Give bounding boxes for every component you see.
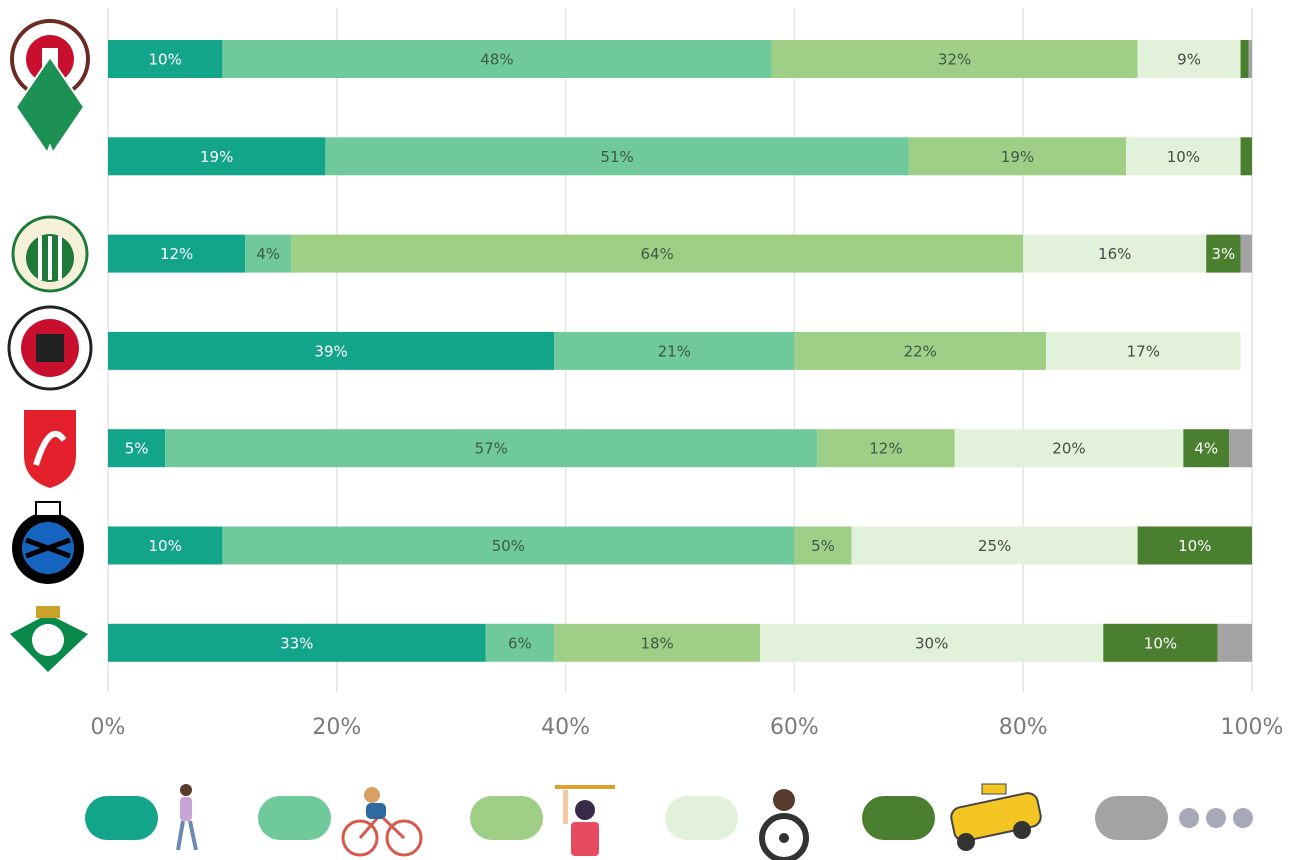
x-tick-label: 20% [312, 715, 361, 740]
data-label: 19% [1001, 148, 1034, 166]
logo [11, 215, 89, 293]
data-label: 10% [1144, 634, 1177, 652]
bar-segment [485, 623, 555, 662]
x-tick-label: 60% [770, 715, 819, 740]
logo [14, 55, 86, 178]
bar-segment [1248, 40, 1252, 78]
data-label: 50% [492, 537, 525, 555]
bar-segment [817, 429, 955, 468]
data-label: 22% [904, 342, 937, 360]
data-label: 32% [938, 51, 971, 69]
data-label: 5% [125, 440, 149, 458]
data-label: 5% [811, 537, 835, 555]
bar-segment [108, 234, 246, 273]
bike-icon [341, 787, 423, 857]
bar-segment [954, 429, 1184, 468]
bar-segment [1240, 40, 1249, 78]
x-tick-label: 80% [999, 715, 1048, 740]
taxi-icon [950, 783, 1042, 851]
data-label: 25% [978, 537, 1011, 555]
bar-segment [108, 429, 166, 468]
data-label: 30% [915, 634, 948, 652]
bar-segment [222, 40, 772, 78]
bar-segment [1126, 137, 1241, 176]
data-label: 64% [640, 245, 673, 263]
bar-segment [794, 331, 1047, 370]
bar-segment [108, 40, 223, 78]
data-label: 57% [475, 440, 508, 458]
data-label: 12% [160, 245, 193, 263]
bar-segment [1240, 137, 1252, 176]
legend-swatch [665, 796, 738, 840]
data-label: 48% [480, 51, 513, 69]
x-tick-label: 0% [91, 715, 126, 740]
bar-segment [165, 429, 818, 468]
data-label: 21% [658, 342, 691, 360]
x-tick-label: 40% [541, 715, 590, 740]
data-label: 17% [1127, 342, 1160, 360]
bar-segment [554, 623, 761, 662]
bar-segment [245, 234, 292, 273]
bar-segment [108, 526, 223, 565]
bar-segment [1046, 331, 1241, 370]
data-label: 3% [1212, 245, 1236, 263]
bar-segment [851, 526, 1138, 565]
data-label: 19% [200, 148, 233, 166]
bar-segment [794, 526, 852, 565]
legend-swatch [258, 796, 331, 840]
data-label: 10% [1167, 148, 1200, 166]
legend [85, 783, 1253, 860]
bar-segment [108, 137, 326, 176]
data-label: 9% [1177, 51, 1201, 69]
data-label: 10% [149, 537, 182, 555]
club-logos [7, 19, 93, 672]
legend-swatch [862, 796, 935, 840]
bar-segment [1137, 40, 1241, 78]
bar-segment [1183, 429, 1230, 468]
bar-segment [1229, 429, 1252, 468]
data-label: 39% [314, 342, 347, 360]
legend-swatch [1095, 796, 1168, 840]
bar-segment [1217, 623, 1252, 662]
bar-segment [908, 137, 1127, 176]
data-label: 20% [1052, 440, 1085, 458]
bar-segment [1103, 623, 1218, 662]
data-label: 33% [280, 634, 313, 652]
logo [10, 606, 88, 672]
data-label: 12% [869, 440, 902, 458]
logo [7, 305, 93, 391]
bar-segment [771, 40, 1138, 78]
data-label: 4% [256, 245, 280, 263]
data-label: 18% [640, 634, 673, 652]
bar-segment [108, 331, 555, 370]
data-label: 6% [508, 634, 532, 652]
bar-segment [222, 526, 795, 565]
bars: 10% 48% 32% 9% 19% 51% 19% 10% 12% 4% 64% 16% 3% 39% 2… [108, 40, 1252, 662]
car-icon [759, 789, 809, 860]
legend-swatch [470, 796, 543, 840]
bar-segment [1206, 234, 1241, 273]
data-label: 10% [1178, 537, 1211, 555]
bar-segment [1137, 526, 1252, 565]
legend-swatch [85, 796, 158, 840]
transit-icon [555, 785, 615, 856]
bar-segment [1240, 234, 1252, 273]
x-tick-label: 100% [1221, 715, 1284, 740]
data-label: 10% [149, 51, 182, 69]
data-label: 16% [1098, 245, 1131, 263]
bar-segment [108, 623, 486, 662]
logo [12, 501, 84, 584]
other-icon [1179, 808, 1253, 828]
data-label: 4% [1194, 440, 1218, 458]
bar-segment [760, 623, 1104, 662]
bar-segment [291, 234, 1024, 273]
bar-segment [325, 137, 909, 176]
bar-segment [1023, 234, 1207, 273]
walk-icon [176, 784, 198, 851]
data-label: 51% [600, 148, 633, 166]
bar-segment [554, 331, 795, 370]
logo [24, 410, 76, 488]
